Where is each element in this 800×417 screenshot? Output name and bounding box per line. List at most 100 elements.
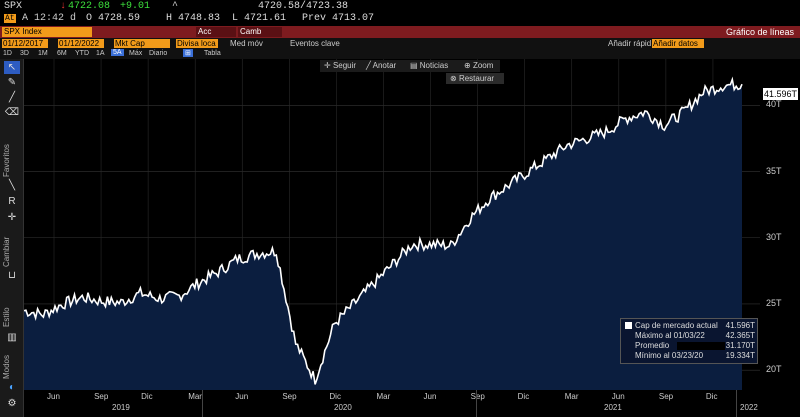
last-price: 4722.08 <box>68 1 111 12</box>
currency-select[interactable]: Divisa loca <box>176 39 218 48</box>
trash-icon[interactable]: ▥ <box>7 332 17 343</box>
x-tick-label: Jun <box>611 392 625 401</box>
x-tick-label: Sep <box>94 392 109 401</box>
zoom-label: Zoom <box>472 61 494 70</box>
x-tick-label: Dic <box>141 392 153 401</box>
y-axis: 20T 25T 30T 35T 40T <box>760 59 800 390</box>
annotate-button[interactable]: ╱ Anotar <box>366 61 396 70</box>
legend-label: Promedio <box>635 341 670 350</box>
x-year-label: 2020 <box>334 403 352 412</box>
caret-icon: ^ <box>172 1 179 12</box>
x-tick-label: Jun <box>235 392 249 401</box>
legend-value: 31.170T <box>725 341 755 350</box>
crosshair-icon[interactable]: ✛ <box>7 212 17 223</box>
chart-title: Gráfico de líneas <box>725 27 794 37</box>
magnet-icon[interactable]: ⊔ <box>8 270 16 281</box>
gear-icon[interactable]: ⚙ <box>7 398 17 409</box>
style-label: Estilo <box>2 307 11 327</box>
change-marker-icon: ↓ <box>60 1 67 12</box>
drawing-toolbar: ↖ ✎ ╱ ⌫ Favoritos ╲ R ✛ Cambiar ⊔ Estilo… <box>0 59 24 417</box>
x-year-label: 2022 <box>740 403 758 412</box>
x-tick-label: Mar <box>188 392 202 401</box>
actions-menu[interactable]: Acc <box>196 27 236 37</box>
period-3d[interactable]: 3D <box>20 50 29 57</box>
year-separator <box>736 390 737 417</box>
x-tick-label: Jun <box>423 392 437 401</box>
restore-label: Restaurar <box>458 74 495 83</box>
line-icon[interactable]: ╱ <box>8 92 16 103</box>
market-cap-area-chart[interactable] <box>24 59 760 390</box>
restore-button[interactable]: ⊗ Restaurar <box>446 73 504 84</box>
news-button[interactable]: ▤ Noticias <box>410 61 448 70</box>
table-view-label: ⊞ <box>185 50 191 57</box>
x-tick-label: Dic <box>517 392 530 401</box>
eraser-icon[interactable]: ⌫ <box>4 107 20 118</box>
moving-average-toggle[interactable]: Med móv <box>230 39 263 48</box>
mode-icon[interactable]: ◐ <box>8 382 16 393</box>
follow-label: Seguir <box>332 61 357 70</box>
prev-close: Prev 4713.07 <box>302 13 375 24</box>
zoom-button[interactable]: ⊕ Zoom <box>464 61 493 70</box>
legend-row-current: Cap de mercado actual 41.596T <box>625 321 757 331</box>
legend-label: Cap de mercado actual <box>635 321 718 330</box>
legend-box[interactable]: Cap de mercado actual 41.596T Máximo al … <box>620 318 758 364</box>
y-tick-label: 35T <box>766 165 782 176</box>
x-tick-label: Sep <box>470 392 485 401</box>
command-bar: SPX Index Acc Camb Gráfico de líneas <box>0 26 800 38</box>
table-button[interactable]: Tabla <box>204 50 221 57</box>
brush-icon[interactable]: ╲ <box>8 180 16 191</box>
last-value-tag: 41.596T <box>763 88 798 100</box>
legend-value: 42.365T <box>725 331 755 340</box>
options-bar: 01/12/2017 01/12/2022 Mkt Cap Divisa loc… <box>0 38 800 49</box>
average-bar <box>677 342 725 350</box>
end-date-field[interactable]: 01/12/2022 <box>58 39 104 48</box>
x-tick-label: Dic <box>329 392 341 401</box>
y-tick-label: 25T <box>766 297 782 308</box>
modes-label: Modos <box>2 354 11 379</box>
quote-line-2: At A 12:42 d O 4728.59 H 4748.83 L 4721.… <box>0 13 800 26</box>
period-1d[interactable]: 1D <box>3 50 12 57</box>
security-input[interactable]: SPX Index <box>2 27 92 37</box>
x-tick-label: Dic <box>705 392 718 401</box>
y-tick-label: 20T <box>766 364 782 375</box>
legend-label: Mínimo al 03/23/20 <box>635 351 704 360</box>
key-events-toggle[interactable]: Eventos clave <box>290 39 340 48</box>
text-icon[interactable]: R <box>8 196 16 207</box>
quote-time: 12:42 d <box>34 13 77 24</box>
time-flag: A <box>22 13 29 24</box>
series-line <box>24 76 743 385</box>
x-tick-label: Mar <box>564 392 579 401</box>
news-label: Noticias <box>419 61 449 70</box>
quick-add-button[interactable]: Añadir rápid <box>608 39 652 48</box>
legend-swatch <box>625 322 632 329</box>
field-select[interactable]: Mkt Cap <box>114 39 170 48</box>
table-view-toggle[interactable]: ⊞ <box>183 49 193 57</box>
zoom-icon: ⊕ <box>464 61 473 70</box>
frequency-select[interactable]: Diario <box>149 50 168 57</box>
legend-value: 19.334T <box>725 351 755 360</box>
period-5a[interactable]: 5A <box>111 49 124 56</box>
period-ytd[interactable]: YTD <box>75 50 89 57</box>
follow-button[interactable]: ✛ Seguir <box>324 61 356 70</box>
legend-row-average: Promedio 31.170T <box>635 341 757 351</box>
x-tick-label: Mar <box>376 392 391 401</box>
x-tick-label: Sep <box>658 392 674 401</box>
period-bar: 1D 3D 1M 6M YTD 1A 5A Máx Diario ⊞ Tabla <box>0 49 800 59</box>
area-fill <box>24 79 742 390</box>
period-6m[interactable]: 6M <box>57 50 67 57</box>
legend-value: 41.596T <box>725 321 755 330</box>
pencil-icon[interactable]: ✎ <box>7 77 17 88</box>
change-section-label: Cambiar <box>2 236 11 267</box>
bid-ask: 4720.58/4723.38 <box>258 1 349 12</box>
change-menu[interactable]: Camb <box>238 27 282 37</box>
start-date-field[interactable]: 01/12/2017 <box>2 39 48 48</box>
annotate-icon: ╱ <box>366 61 373 70</box>
ticker-label: SPX <box>4 1 23 12</box>
period-1m[interactable]: 1M <box>38 50 48 57</box>
period-1a[interactable]: 1A <box>96 50 105 57</box>
x-tick-label: Jun <box>47 392 60 401</box>
add-data-input[interactable]: Añadir datos <box>652 39 704 48</box>
actions-label: Acc <box>198 27 212 36</box>
cursor-icon[interactable]: ↖ <box>4 61 20 74</box>
period-max[interactable]: Máx <box>129 50 143 57</box>
